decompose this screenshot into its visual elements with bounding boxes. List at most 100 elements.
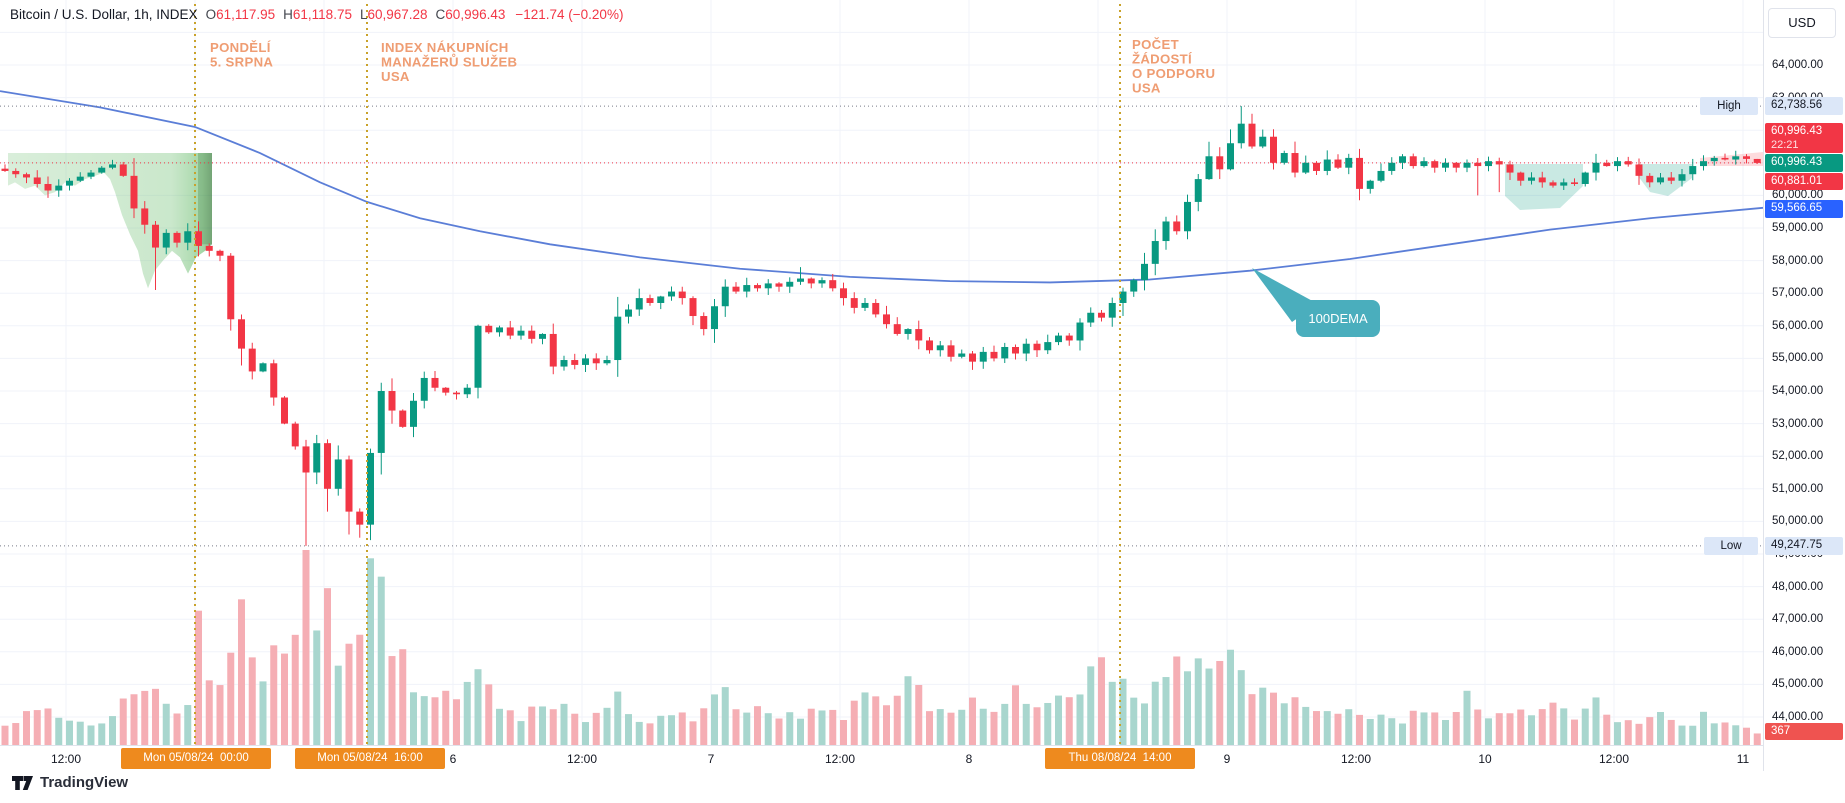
volume-bar xyxy=(947,712,955,745)
candle-body xyxy=(1624,161,1632,165)
volume-bar xyxy=(1280,703,1288,745)
volume-bar xyxy=(592,712,600,745)
volume-bar xyxy=(1485,718,1492,745)
time-axis-tick: 10 xyxy=(1478,752,1492,766)
event-annotation-text[interactable]: 5. SRPNA xyxy=(210,55,273,70)
volume-bar xyxy=(732,709,740,745)
event-annotation-text[interactable]: O PODPORU xyxy=(1132,66,1215,81)
candle-body xyxy=(614,316,622,361)
candle-body xyxy=(23,174,30,178)
volume-bar xyxy=(958,709,966,745)
volume-bar xyxy=(1237,670,1245,745)
event-annotation-text[interactable]: POČET xyxy=(1132,37,1179,52)
candle-body xyxy=(506,327,514,336)
volume-bar xyxy=(689,721,697,745)
close-value: 60,996.43 xyxy=(445,7,506,22)
candle-body xyxy=(517,330,525,336)
volume-bar xyxy=(1614,722,1621,745)
tradingview-logo-icon xyxy=(12,775,33,790)
volume-bar xyxy=(1388,718,1396,745)
candle-body xyxy=(1571,182,1578,184)
candle-body xyxy=(1743,156,1750,159)
volume-bar xyxy=(1,725,9,745)
volume-bar xyxy=(238,599,245,745)
candle-body xyxy=(743,285,751,292)
candle-body xyxy=(410,400,417,427)
highlight-zone[interactable] xyxy=(1700,152,1763,166)
candle-body xyxy=(861,302,869,308)
candle-body xyxy=(840,288,847,299)
volume-bar xyxy=(1076,694,1084,745)
time-axis-tick: 7 xyxy=(707,752,715,766)
event-annotation-text[interactable]: PONDĚLÍ xyxy=(210,40,271,55)
volume-bar xyxy=(184,705,192,745)
gradient-zone-left[interactable] xyxy=(8,153,212,289)
volume-bar xyxy=(291,634,299,745)
volume-bar xyxy=(248,657,256,745)
candle-body xyxy=(377,391,385,453)
highlight-zone[interactable] xyxy=(1638,164,1692,196)
candle-body xyxy=(969,353,976,362)
price-axis-tick: 51,000.00 xyxy=(1772,483,1824,495)
ma-callout[interactable]: 100DEMA xyxy=(1252,268,1380,337)
candle-body xyxy=(1001,346,1009,359)
currency-toggle-button[interactable]: USD xyxy=(1768,8,1836,38)
candle-body xyxy=(1753,158,1761,163)
ma-line-100dema[interactable] xyxy=(0,90,1763,284)
volume-bar xyxy=(797,718,804,745)
candle-body xyxy=(1302,162,1310,173)
volume-bar xyxy=(1710,723,1718,745)
volume-bar xyxy=(829,709,837,745)
candle-body xyxy=(1184,201,1191,232)
high-marker-label: High xyxy=(1700,97,1758,115)
volume-bar xyxy=(700,708,708,745)
time-axis-tick: 12:00 xyxy=(566,752,598,766)
candle-body xyxy=(55,185,63,191)
candle-body xyxy=(109,164,116,168)
volume-bar xyxy=(76,721,84,745)
candle-body xyxy=(700,316,708,330)
volume-bar xyxy=(560,703,568,745)
candle-body xyxy=(797,278,804,282)
symbol-title[interactable]: Bitcoin / U.S. Dollar, 1h, INDEX xyxy=(10,7,198,22)
volume-bar xyxy=(377,576,385,745)
candle-body xyxy=(1485,161,1492,167)
volume-bar xyxy=(506,710,514,745)
volume-bar xyxy=(818,710,826,745)
volume-bar xyxy=(1452,711,1460,745)
candle-body xyxy=(324,443,331,489)
event-annotation-text[interactable]: USA xyxy=(381,69,410,84)
volume-bar xyxy=(861,692,869,745)
volume-bar xyxy=(496,708,503,745)
candle-body xyxy=(184,231,192,243)
volume-bar xyxy=(926,711,933,745)
tradingview-logo[interactable]: TradingView xyxy=(12,774,128,791)
time-axis-event-badge: Mon 05/08/24 00:00 xyxy=(121,748,271,769)
candle-body xyxy=(1194,179,1202,202)
low-value: 60,967.28 xyxy=(367,7,428,22)
candle-body xyxy=(582,358,589,365)
candle-body xyxy=(1710,157,1718,162)
volume-bar xyxy=(1689,725,1697,745)
volume-bar xyxy=(1012,685,1019,745)
event-annotation-text[interactable]: MANAŽERŮ SLUŽEB xyxy=(381,54,517,70)
price-axis-tick: 44,000.00 xyxy=(1772,711,1824,723)
candle-body xyxy=(302,446,310,473)
candles xyxy=(1,106,1761,546)
volume-bar xyxy=(1409,710,1417,745)
time-axis[interactable]: 12:00 6 12:00 7 12:00 8 9 12:00 10 12:00 11 Mon 05/… xyxy=(0,745,1763,772)
event-annotation-text[interactable]: ŽÁDOSTÍ xyxy=(1132,52,1192,67)
candle-body xyxy=(227,255,235,320)
highlight-zone[interactable] xyxy=(1505,164,1583,210)
volume-bar xyxy=(324,588,331,745)
price-axis-tick: 54,000.00 xyxy=(1772,385,1824,397)
volume-bar xyxy=(721,687,729,745)
price-axis[interactable]: 64,000.0063,000.0062,000.0061,000.0060,0… xyxy=(1763,0,1845,771)
event-annotation-text[interactable]: USA xyxy=(1132,81,1161,96)
volume-bar xyxy=(754,706,761,745)
volume-bar xyxy=(1087,666,1095,745)
volume-bar xyxy=(936,709,944,745)
volume-bar xyxy=(893,695,901,745)
event-annotation-text[interactable]: INDEX NÁKUPNÍCH xyxy=(381,40,509,55)
